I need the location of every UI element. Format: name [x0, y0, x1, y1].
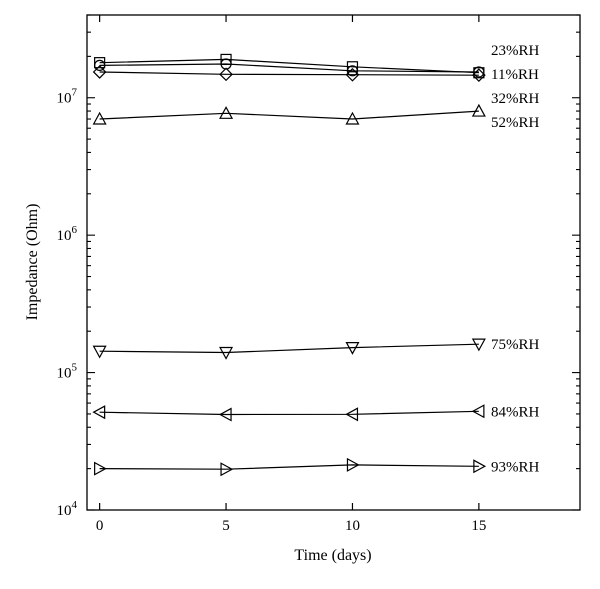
marker-triangle-up: [345, 111, 360, 125]
series-label: 32%RH: [491, 91, 540, 107]
y-tick-label: 106: [57, 224, 78, 244]
x-tick-label: 5: [222, 518, 230, 534]
marker-triangle-left: [471, 404, 485, 419]
series: [94, 58, 485, 78]
series-line: [99, 464, 479, 470]
x-tick-label: 10: [345, 518, 360, 534]
marker-triangle-left: [218, 407, 232, 422]
series-line: [99, 58, 479, 74]
x-axis-ticks: 0 5 10 15: [96, 15, 486, 534]
x-tick-label: 0: [96, 518, 104, 534]
marker-triangle-up: [92, 111, 107, 125]
y-tick-label: 105: [57, 362, 78, 382]
y-tick-label: 107: [57, 87, 78, 107]
series-line: [99, 63, 479, 73]
series-line: [99, 343, 479, 354]
marker-triangle-right: [94, 461, 107, 476]
marker-triangle-down: [471, 338, 486, 352]
marker-triangle-down: [219, 346, 234, 360]
marker-square: [346, 61, 359, 73]
marker-circle: [94, 59, 106, 71]
series-line: [99, 410, 479, 416]
series-label: 84%RH: [491, 404, 540, 420]
series-label: 75%RH: [491, 337, 540, 353]
series: [92, 65, 486, 82]
series-label: 23%RH: [491, 43, 540, 59]
series-line: [99, 71, 479, 76]
marker-diamond: [92, 65, 107, 79]
series: [92, 103, 486, 125]
plot-frame: [86, 14, 581, 511]
series-layer: [92, 53, 487, 477]
y-axis-title: Impedance (Ohm): [24, 204, 41, 321]
marker-triangle-left: [345, 407, 359, 422]
series-label: 93%RH: [491, 459, 540, 475]
y-tick-label: 104: [57, 499, 78, 519]
x-tick-label: 15: [471, 518, 486, 534]
marker-square: [94, 57, 106, 69]
series-label: 52%RH: [491, 115, 540, 131]
marker-circle: [473, 66, 485, 78]
series-line: [99, 110, 479, 120]
marker-triangle-right: [473, 459, 487, 474]
marker-triangle-right: [220, 462, 234, 477]
series: [94, 457, 487, 477]
marker-diamond: [219, 67, 233, 82]
marker-triangle-down: [345, 341, 360, 355]
marker-circle: [346, 65, 359, 77]
series-labels: 23%RH 11%RH 32%RH 52%RH 75%RH 84%RH 93%RH: [491, 43, 540, 475]
marker-triangle-up: [219, 106, 234, 119]
series: [92, 404, 485, 422]
marker-diamond: [345, 67, 360, 82]
series-label: 11%RH: [491, 67, 539, 83]
y-axis-ticks: 104 105 106 107: [57, 14, 580, 519]
marker-triangle-right: [346, 457, 360, 472]
marker-triangle-down: [92, 345, 107, 359]
marker-diamond: [472, 68, 486, 82]
x-axis-title: Time (days): [294, 547, 371, 564]
marker-triangle-up: [471, 103, 486, 117]
series: [92, 338, 486, 360]
marker-triangle-left: [92, 405, 106, 420]
